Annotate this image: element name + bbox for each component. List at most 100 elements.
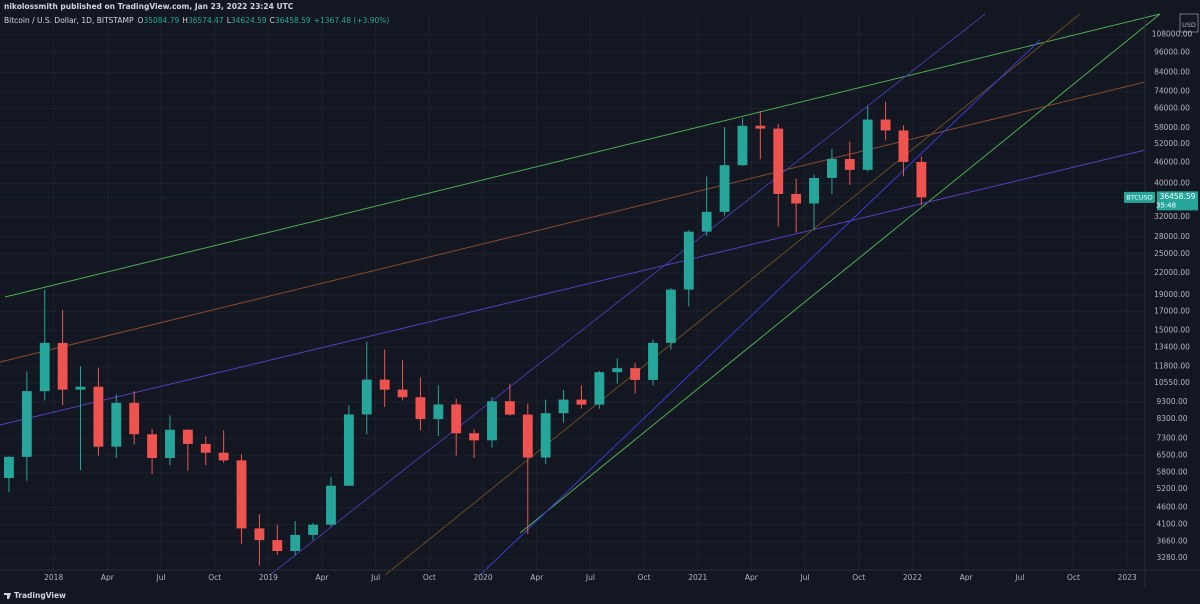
- y-tick-label: 108000.00: [1152, 30, 1193, 39]
- trendline: [0, 81, 1146, 363]
- x-tick-label: Apr: [530, 573, 544, 582]
- trendline: [479, 39, 1041, 576]
- trendline: [4, 13, 1161, 298]
- candle-body: [308, 524, 319, 535]
- countdown: 35:48: [1156, 201, 1176, 209]
- x-tick-label: 2019: [259, 573, 278, 582]
- candle-body: [773, 128, 784, 194]
- candle-body: [862, 119, 873, 170]
- x-tick-label: 2018: [44, 573, 63, 582]
- candle-body: [504, 401, 515, 415]
- x-tick-label: Oct: [852, 573, 865, 582]
- candle-body: [809, 177, 819, 204]
- candle-body: [75, 386, 86, 390]
- currency: USD: [1182, 21, 1196, 29]
- candle-body: [200, 443, 211, 453]
- x-tick-label: Jul: [585, 573, 595, 582]
- ohlc-values: O 35084.79 H 36574.47 L 34624.59 C 36458.59 +136…: [138, 16, 390, 25]
- candle-body: [433, 404, 444, 420]
- footer: [0, 588, 1200, 604]
- candle-body: [558, 399, 569, 414]
- candle-body: [683, 231, 694, 290]
- y-tick-label: 4100.00: [1156, 520, 1187, 529]
- y-tick-label: 32000.00: [1154, 212, 1190, 221]
- last-price: 36458.59: [1160, 192, 1196, 201]
- candle-body: [755, 125, 766, 129]
- candle-body: [361, 379, 372, 415]
- y-tick-label: 22000.00: [1154, 268, 1190, 277]
- candle-body: [487, 401, 497, 441]
- y-tick-label: 74000.00: [1154, 86, 1190, 95]
- candle-body: [844, 159, 855, 170]
- y-tick-label: 46000.00: [1154, 158, 1190, 167]
- candle-body: [57, 342, 68, 390]
- candle-body: [522, 414, 533, 458]
- y-tick-label: 9300.00: [1156, 397, 1187, 406]
- ticker-tag: [1124, 191, 1155, 203]
- x-tick-label: Apr: [101, 573, 115, 582]
- candle-body: [469, 433, 480, 441]
- candle-body: [343, 414, 354, 486]
- y-tick-label: 40000.00: [1154, 178, 1190, 187]
- grid: [0, 14, 1145, 570]
- candle-body: [111, 402, 122, 447]
- x-tick-label: Apr: [745, 573, 759, 582]
- ohlc-value: 36574.47: [188, 16, 224, 25]
- currency-box: [1179, 13, 1199, 33]
- candle-body: [594, 372, 605, 405]
- candle-body: [379, 379, 390, 390]
- ohlc-value: 34624.59: [231, 16, 267, 25]
- candle-body: [290, 534, 301, 551]
- x-tick-label: Oct: [638, 573, 651, 582]
- y-tick-label: 66000.00: [1154, 103, 1190, 112]
- ohlc-value: 36458.59: [275, 16, 311, 25]
- y-tick-label: 3660.00: [1156, 537, 1187, 546]
- candle-body: [326, 485, 336, 525]
- x-tick-label: Jul: [370, 573, 380, 582]
- y-tick-label: 13400.00: [1154, 342, 1190, 351]
- ohlc-change: +1367.48 (+3.90%): [314, 16, 390, 25]
- ohlc-letter: C: [270, 16, 275, 25]
- candle-body: [737, 125, 748, 166]
- candle-body: [415, 397, 426, 420]
- trendlines: [0, 13, 1161, 576]
- candle-body: [4, 456, 14, 478]
- x-tick-label: Oct: [208, 573, 221, 582]
- candle-body: [880, 119, 891, 131]
- ticker: BTCUSD: [1126, 193, 1152, 201]
- ohlc-letter: H: [182, 16, 188, 25]
- x-tick-label: 2023: [1118, 573, 1137, 582]
- candle-body: [254, 528, 265, 541]
- candle-body: [791, 193, 802, 204]
- y-tick-label: 11800.00: [1154, 361, 1190, 370]
- x-tick-label: 2021: [688, 573, 707, 582]
- candle-body: [648, 342, 658, 380]
- y-tick-label: 8300.00: [1156, 414, 1187, 423]
- candle-body: [397, 389, 408, 398]
- candle-body: [165, 429, 175, 458]
- price-tag: [1157, 191, 1198, 211]
- y-tick-label: 10550.00: [1154, 378, 1190, 387]
- x-tick-label: 2020: [474, 573, 493, 582]
- y-tick-label: 28000.00: [1154, 232, 1190, 241]
- candle-body: [630, 368, 641, 380]
- candle-body: [129, 402, 140, 435]
- y-tick-label: 19000.00: [1154, 290, 1190, 299]
- candle-body: [612, 368, 623, 373]
- candle-body: [576, 399, 587, 405]
- x-tick-label: Apr: [316, 573, 330, 582]
- y-tick-label: 25000.00: [1154, 249, 1190, 258]
- footer-brand: TradingView: [14, 591, 66, 600]
- candle-body: [898, 130, 909, 162]
- y-tick-label: 17000.00: [1154, 307, 1190, 316]
- x-tick-label: Apr: [960, 573, 974, 582]
- y-tick-label: 6500.00: [1156, 451, 1187, 460]
- ohlc-letter: O: [138, 16, 144, 25]
- trendline: [0, 149, 1146, 426]
- y-tick-label: 58000.00: [1154, 123, 1190, 132]
- trendline: [519, 13, 1161, 534]
- symbol-line: Bitcoin / U.S. Dollar, 1D, BITSTAMP: [4, 16, 134, 25]
- y-tick-label: 15000.00: [1154, 325, 1190, 334]
